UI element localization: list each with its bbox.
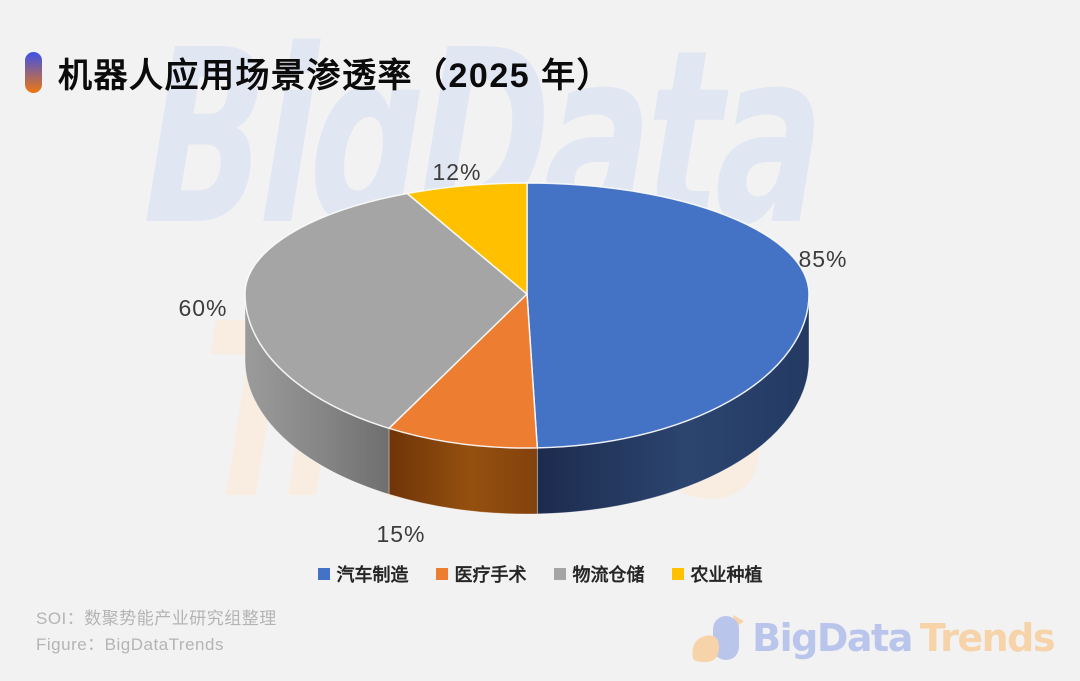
pie-slice-2 — [244, 192, 528, 430]
brand-name-trends: Trends — [919, 616, 1056, 660]
pie-slice-0 — [526, 182, 810, 449]
pie-label-3: 12% — [432, 159, 481, 185]
brand-name-bigdata: BigData — [752, 616, 913, 660]
legend-swatch-medical — [435, 568, 448, 580]
legend-item-automotive: 汽车制造 — [317, 561, 409, 587]
brand-logo: BigData Trends — [689, 612, 1056, 664]
legend-label-logistics: 物流仓储 — [572, 565, 645, 585]
pie-label-0: 85% — [798, 246, 847, 272]
source-note: SOI：数聚势能产业研究组整理 — [36, 609, 277, 628]
pie-label-1: 15% — [376, 521, 425, 547]
legend-item-medical: 医疗手术 — [435, 561, 527, 587]
pie-slice-1 — [388, 293, 539, 449]
chart-header: 机器人应用场景渗透率（2025 年） — [25, 48, 612, 97]
legend-label-agriculture: 农业种植 — [690, 565, 763, 585]
legend-swatch-automotive — [317, 568, 330, 580]
legend-item-agriculture: 农业种植 — [671, 561, 763, 587]
legend-label-medical: 医疗手术 — [454, 565, 527, 585]
legend-label-automotive: 汽车制造 — [336, 565, 409, 585]
legend-swatch-logistics — [553, 568, 566, 580]
legend-item-logistics: 物流仓储 — [553, 561, 645, 587]
title-accent-pill-icon — [25, 52, 42, 93]
legend-swatch-agriculture — [671, 568, 684, 580]
footer-notes: SOI：数聚势能产业研究组整理 Figure：BigDataTrends — [36, 606, 277, 658]
pie-slice-3 — [406, 182, 528, 295]
chart-legend: 汽车制造 医疗手术 物流仓储 农业种植 — [0, 561, 1080, 587]
figure-note: Figure：BigDataTrends — [36, 635, 224, 654]
page-title: 机器人应用场景渗透率（2025 年） — [58, 57, 613, 95]
pie-label-2: 60% — [178, 295, 227, 321]
bird-icon — [692, 615, 745, 663]
